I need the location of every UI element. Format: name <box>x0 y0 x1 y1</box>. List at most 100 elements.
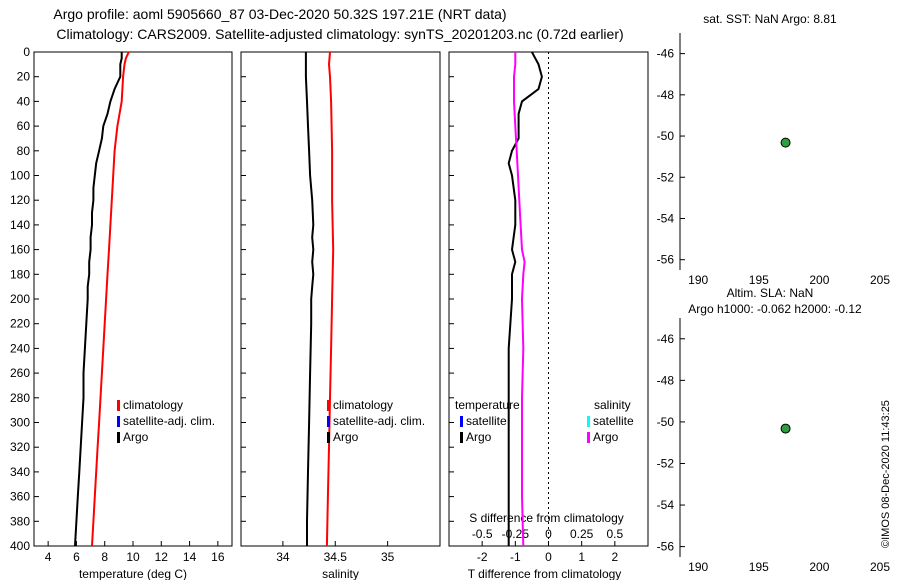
depth-tick-label: 160 <box>10 243 30 257</box>
depth-tick-label: 120 <box>10 193 30 207</box>
salinity-legend-satellite-swatch <box>327 416 330 427</box>
salinity-legend-argo-label: Argo <box>333 430 359 444</box>
temperature-xlabel: temperature (deg C) <box>79 567 187 580</box>
sla-map-y-tick-label: -46 <box>657 332 675 346</box>
temperature-legend-argo-label: Argo <box>123 430 149 444</box>
imos-credit: ©IMOS 08-Dec-2020 11:43:25 <box>880 400 892 548</box>
sst-map-x-tick-label: 200 <box>809 273 829 287</box>
difference-legend-s-argo-swatch <box>587 432 590 443</box>
sla-map-x-tick-label: 200 <box>809 560 829 574</box>
depth-tick-label: 360 <box>10 490 30 504</box>
difference-x-tick-label: -2 <box>477 550 488 564</box>
depth-tick-label: 400 <box>10 539 30 553</box>
temperature-x-tick-label: 6 <box>73 550 80 564</box>
sla-map-y-tick-label: -48 <box>657 373 675 387</box>
temperature-legend-climatology-swatch <box>117 400 120 411</box>
sst-map-y-tick-label: -48 <box>657 88 675 102</box>
temperature-x-tick-label: 10 <box>126 550 140 564</box>
temperature-legend-argo-swatch <box>117 432 120 443</box>
sla-map-y-tick-label: -52 <box>657 456 675 470</box>
sst-map-y-tick-label: -56 <box>657 253 675 267</box>
plot-area: 0204060801001201401601802002202402602803… <box>10 33 890 580</box>
salinity-xlabel: salinity <box>322 567 359 580</box>
temperature-x-tick-label: 8 <box>101 550 108 564</box>
temperature-legend-satellite-swatch <box>117 416 120 427</box>
temperature-x-tick-label: 14 <box>183 550 197 564</box>
salinity-diff-tick-label: 0 <box>545 527 552 541</box>
sst-map-argo-position <box>780 137 791 148</box>
salinity-x-tick-label: 34 <box>276 550 290 564</box>
sla-caption: Altim. SLA: NaN <box>727 286 814 300</box>
depth-tick-label: 300 <box>10 416 30 430</box>
sla-map-x-tick-label: 190 <box>688 560 708 574</box>
sla-map-y-tick-label: -54 <box>657 498 675 512</box>
salinity-difference-line <box>513 52 526 547</box>
sst-map-x-tick-label: 195 <box>749 273 769 287</box>
depth-tick-label: 200 <box>10 292 30 306</box>
depth-tick-label: 20 <box>17 70 31 84</box>
temperature-frame <box>33 51 233 547</box>
title-line-1: Argo profile: aoml 5905660_87 03-Dec-202… <box>53 6 506 22</box>
title-line-2: Climatology: CARS2009. Satellite-adjuste… <box>56 26 623 42</box>
difference-x-tick-label: 1 <box>578 550 585 564</box>
difference-x-tick-label: 0 <box>545 550 552 564</box>
depth-tick-label: 100 <box>10 169 30 183</box>
salinity-climatology-line <box>325 51 335 547</box>
sla-map-y-tick-label: -50 <box>657 415 675 429</box>
sla-map-x-tick-label: 195 <box>749 560 769 574</box>
sst-map-y-tick-label: -46 <box>657 47 675 61</box>
sla-map-argo-position <box>780 423 791 434</box>
salinity-argo-line <box>304 52 315 546</box>
depth-tick-label: 0 <box>23 45 30 59</box>
difference-legend-salinity-heading: salinity <box>594 398 631 412</box>
salinity-legend-climatology-label: climatology <box>333 398 393 412</box>
depth-tick-label: 320 <box>10 440 30 454</box>
salinity-diff-tick-label: -0.5 <box>472 527 493 541</box>
depth-tick-label: 280 <box>10 391 30 405</box>
depth-tick-label: 80 <box>17 144 31 158</box>
difference-legend-t-argo-swatch <box>460 432 463 443</box>
depth-tick-label: 40 <box>17 94 31 108</box>
difference-xlabel: T difference from climatology <box>468 567 622 580</box>
salinity-diff-tick-label: -0.25 <box>502 527 530 541</box>
depth-tick-label: 180 <box>10 267 30 281</box>
temperature-x-tick-label: 12 <box>155 550 169 564</box>
difference-x-tick-label: 2 <box>611 550 618 564</box>
salinity-x-tick-label: 34.5 <box>324 550 348 564</box>
sst-map-x-tick-label: 190 <box>688 273 708 287</box>
salinity-diff-tick-label: 0.25 <box>570 527 594 541</box>
depth-tick-label: 240 <box>10 341 30 355</box>
temperature-climatology-line <box>91 51 130 547</box>
depth-tick-label: 340 <box>10 465 30 479</box>
depth-tick-label: 140 <box>10 218 30 232</box>
salinity-x-tick-label: 35 <box>381 550 395 564</box>
difference-legend-s-satellite-label: satellite <box>593 414 634 428</box>
temperature-legend-climatology-label: climatology <box>123 398 183 412</box>
depth-tick-label: 380 <box>10 514 30 528</box>
salinity-diff-xlabel: S difference from climatology <box>469 511 624 525</box>
depth-tick-label: 220 <box>10 317 30 331</box>
sla-height-caption: Argo h1000: -0.062 h2000: -0.12 <box>688 302 862 316</box>
difference-x-tick-label: -1 <box>510 550 521 564</box>
sst-map-y-tick-label: -50 <box>657 129 675 143</box>
sst-caption: sat. SST: NaN Argo: 8.81 <box>703 12 837 26</box>
sst-map-y-tick-label: -52 <box>657 170 675 184</box>
difference-legend-s-satellite-swatch <box>587 416 590 427</box>
salinity-legend-satellite-label: satellite-adj. clim. <box>333 414 425 428</box>
salinity-frame <box>240 51 441 547</box>
difference-legend-t-satellite-label: satellite <box>466 414 507 428</box>
salinity-legend-argo-swatch <box>327 432 330 443</box>
temperature-x-tick-label: 16 <box>211 550 225 564</box>
difference-legend-t-satellite-swatch <box>460 416 463 427</box>
difference-legend-s-argo-label: Argo <box>593 430 619 444</box>
difference-legend-temperature-heading: temperature <box>455 398 520 412</box>
depth-tick-label: 260 <box>10 366 30 380</box>
sst-map-x-tick-label: 205 <box>870 273 890 287</box>
difference-legend-t-argo-label: Argo <box>466 430 492 444</box>
sla-map-y-tick-label: -56 <box>657 540 675 554</box>
depth-tick-label: 60 <box>17 119 31 133</box>
temperature-difference-line <box>507 51 543 546</box>
temperature-x-tick-label: 4 <box>45 550 52 564</box>
salinity-diff-tick-label: 0.5 <box>606 527 623 541</box>
